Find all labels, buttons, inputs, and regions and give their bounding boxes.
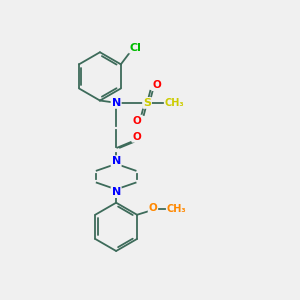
- Text: O: O: [132, 132, 141, 142]
- Text: O: O: [152, 80, 161, 90]
- Text: N: N: [112, 98, 121, 108]
- Text: CH₃: CH₃: [165, 98, 184, 108]
- Text: Cl: Cl: [129, 43, 141, 52]
- Text: CH₃: CH₃: [167, 205, 186, 214]
- Text: N: N: [112, 156, 121, 166]
- Text: O: O: [148, 203, 157, 213]
- Text: O: O: [133, 116, 142, 126]
- Text: S: S: [143, 98, 151, 108]
- Text: N: N: [112, 187, 121, 197]
